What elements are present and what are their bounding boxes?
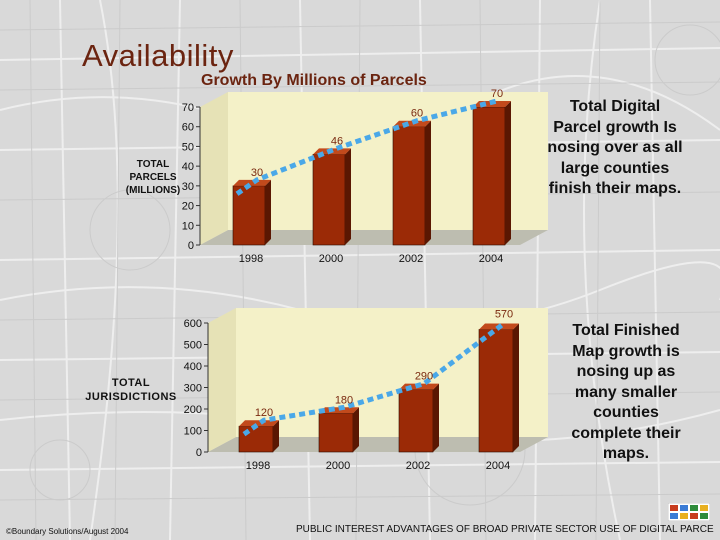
copyright-footer: ©Boundary Solutions/August 2004 bbox=[6, 527, 129, 536]
chart-subtitle: Growth By Millions of Parcels bbox=[201, 72, 427, 89]
map-growth-caption: Total Finished Map growth is nosing up a… bbox=[571, 322, 681, 462]
page-title: Availability bbox=[82, 38, 234, 73]
boundary-solutions-logo bbox=[668, 503, 710, 521]
parcel-growth-caption: Total Digital Parcel growth Is nosing ov… bbox=[547, 98, 683, 197]
footer-title: PUBLIC INTEREST ADVANTAGES OF BROAD PRIV… bbox=[296, 524, 714, 535]
